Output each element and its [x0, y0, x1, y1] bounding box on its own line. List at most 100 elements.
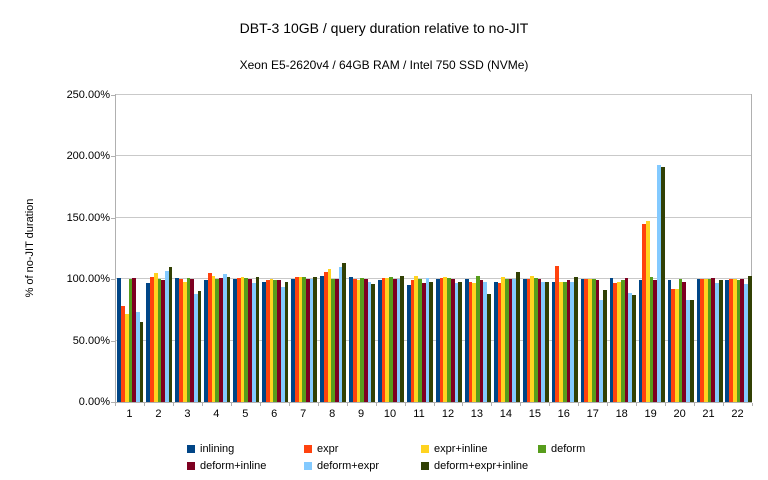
legend-swatch-icon [304, 461, 312, 470]
bar-deform-q13 [476, 275, 480, 402]
bar-inlining-q16 [551, 281, 556, 402]
bar-inlining-q11 [406, 285, 411, 402]
x-tick-label: 2 [155, 408, 162, 420]
y-tick-mark [111, 340, 115, 342]
bar-expr+inline-q11 [414, 275, 419, 402]
legend-item-expr: expr [304, 443, 421, 455]
bar-inlining-q20 [667, 280, 672, 402]
bar-expr+inline-q6 [269, 279, 274, 402]
bar-group [319, 95, 348, 402]
y-tick-mark [111, 217, 115, 219]
bar-cluster [204, 95, 231, 402]
bar-deform-q20 [678, 279, 683, 402]
bar-inlining-q21 [696, 279, 701, 402]
bar-deform+expr-q11 [425, 277, 430, 402]
bar-deform+expr+inline-q9 [371, 284, 376, 402]
bar-deform+expr+inline-q7 [313, 276, 318, 402]
bar-expr+inline-q10 [385, 277, 390, 402]
x-tick-mark [172, 403, 174, 406]
legend-item-deform+expr+inline: deform+expr+inline [421, 460, 538, 472]
bar-expr-q11 [410, 280, 415, 402]
x-tick-label: 7 [300, 408, 307, 420]
bar-deform+inline-q2 [161, 280, 165, 402]
bar-group [232, 95, 261, 402]
bar-expr+inline-q22 [732, 279, 737, 402]
bar-inlining-q8 [320, 275, 324, 402]
bar-cluster [551, 95, 578, 402]
legend-item-deform: deform [538, 443, 655, 455]
bar-expr-q10 [381, 277, 386, 402]
bar-expr+inline-q20 [675, 289, 679, 402]
bar-inlining-q18 [609, 277, 614, 402]
bar-cluster [175, 95, 202, 402]
bar-group [435, 95, 464, 402]
bar-deform+expr+inline-q14 [516, 271, 520, 402]
bar-expr-q2 [150, 276, 154, 402]
bar-deform+expr-q21 [715, 282, 719, 402]
bar-deform+expr-q19 [657, 165, 661, 402]
legend-swatch-icon [187, 461, 195, 470]
bar-deform+expr-q17 [599, 300, 604, 402]
bar-deform+expr+inline-q15 [545, 281, 549, 402]
legend-label: deform [551, 442, 586, 455]
bar-deform-q10 [389, 276, 393, 402]
bar-expr-q3 [179, 279, 183, 402]
bar-expr+inline-q16 [559, 281, 563, 402]
bar-group [377, 95, 406, 402]
x-tick-mark [201, 403, 203, 406]
bar-deform+expr-q13 [483, 281, 488, 402]
bar-deform+expr-q16 [570, 281, 575, 402]
bar-deform-q3 [186, 277, 191, 402]
bar-deform-q9 [360, 277, 364, 402]
bar-group [116, 95, 145, 402]
bar-cluster [146, 95, 173, 402]
bar-inlining-q15 [522, 279, 527, 402]
bar-deform+inline-q20 [682, 281, 687, 402]
bar-cluster [464, 95, 491, 402]
x-tick-mark [578, 403, 580, 406]
bar-expr+inline-q15 [530, 275, 534, 402]
legend-label: inlining [200, 442, 235, 455]
bar-inlining-q12 [435, 279, 440, 402]
bar-expr-q7 [294, 276, 299, 402]
bar-deform+expr-q20 [686, 300, 690, 402]
chart-subtitle: Xeon E5-2620v4 / 64GB RAM / Intel 750 SS… [239, 58, 529, 72]
bar-deform+expr-q22 [744, 284, 748, 402]
x-tick-mark [723, 403, 725, 406]
x-tick-label: 14 [499, 408, 512, 420]
x-tick-mark [549, 403, 551, 406]
bar-deform+inline-q10 [392, 279, 397, 402]
bar-deform+expr+inline-q17 [603, 290, 607, 402]
legend-label: deform+inline [200, 459, 267, 472]
bar-deform+expr-q9 [367, 281, 372, 402]
bar-cluster [725, 95, 752, 402]
bar-deform+expr-q6 [280, 286, 285, 402]
bar-deform+expr-q8 [338, 266, 343, 402]
bar-deform+expr-q1 [136, 312, 140, 402]
gridline [116, 339, 751, 341]
x-tick-mark [462, 403, 464, 406]
bar-expr-q14 [497, 282, 502, 402]
bar-cluster [638, 95, 665, 402]
x-tick-label: 18 [615, 408, 628, 420]
bar-cluster [609, 95, 636, 402]
bar-cluster [262, 95, 289, 402]
x-tick-mark [317, 403, 319, 406]
bar-expr-q16 [555, 265, 560, 402]
bar-deform-q7 [302, 276, 307, 402]
bar-cluster [233, 95, 260, 402]
bar-deform-q6 [273, 280, 278, 402]
bar-deform+expr+inline-q22 [747, 275, 752, 402]
bar-deform+expr-q14 [512, 279, 517, 402]
bar-expr-q13 [468, 281, 473, 402]
x-tick-label: 4 [213, 408, 220, 420]
bar-expr+inline-q1 [124, 313, 129, 402]
legend-label: expr+inline [434, 442, 488, 455]
bar-deform+expr-q15 [541, 281, 546, 402]
bar-cluster [406, 95, 433, 402]
bar-deform+inline-q15 [537, 279, 542, 402]
x-tick-mark [288, 403, 290, 406]
bar-deform-q22 [736, 280, 741, 402]
bar-expr+inline-q7 [298, 276, 303, 402]
